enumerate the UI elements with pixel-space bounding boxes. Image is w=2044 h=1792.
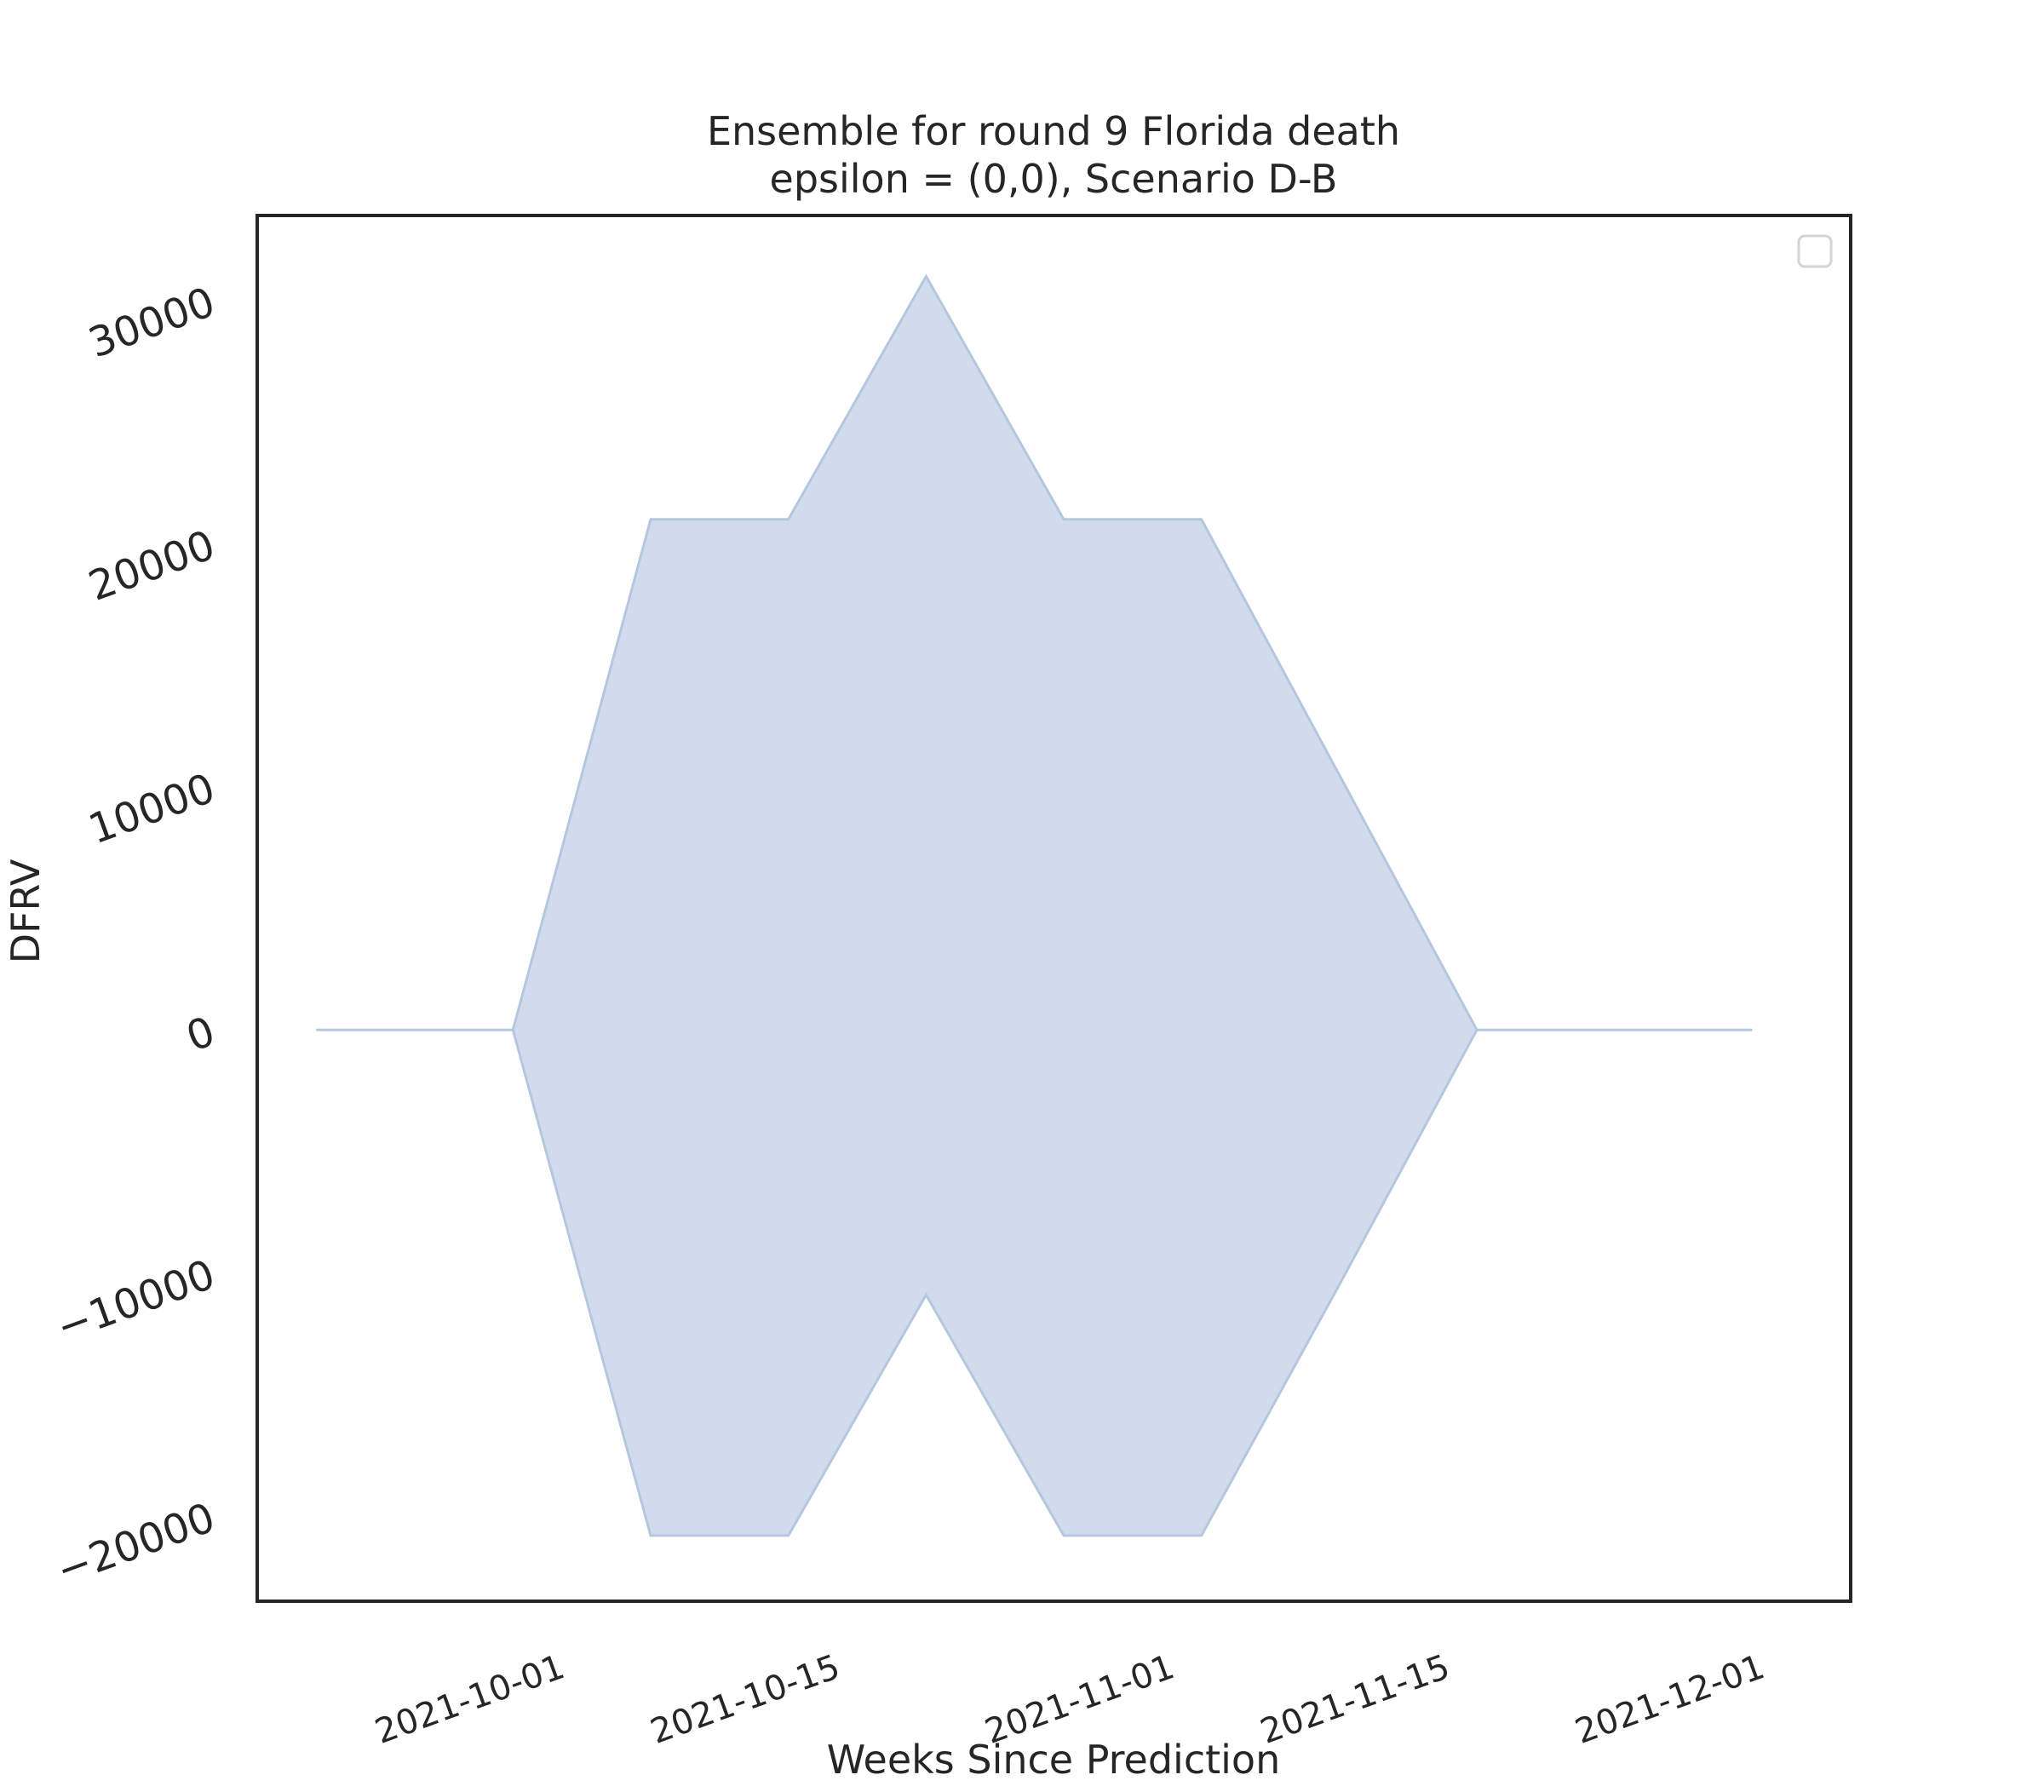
plot-area [316,273,1753,1537]
y-tick-label: 0 [181,1008,221,1061]
y-tick-label: 20000 [83,521,221,611]
chart-title: Ensemble for round 9 Florida death [707,108,1400,154]
x-tick-label: 2021-10-15 [646,1647,845,1752]
y-tick-label: 30000 [83,279,221,368]
y-axis-label: DFRV [3,859,49,963]
y-tick-label: −20000 [50,1494,221,1595]
axes-frame [256,214,1852,1603]
y-tick-label: 10000 [83,764,221,853]
band-area-0 [316,273,1753,1537]
legend-box[interactable] [1797,234,1833,268]
y-axis-ticks: −20000 −10000 0 10000 20000 30000 [50,279,221,1595]
chart-subtitle: epsilon = (0,0), Scenario D-B [770,156,1338,202]
x-tick-label: 2021-12-01 [1570,1647,1770,1752]
x-axis-label: Weeks Since Prediction [827,1737,1280,1783]
y-tick-label: −10000 [50,1250,221,1352]
x-tick-label: 2021-11-15 [1255,1647,1455,1752]
x-tick-label: 2021-10-01 [370,1647,570,1752]
